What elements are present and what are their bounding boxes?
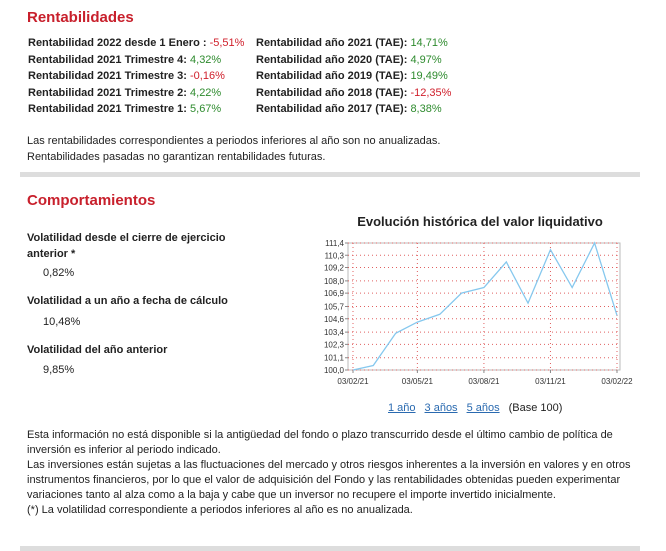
item-label: Volatilidad a un año a fecha de cálculo — [27, 295, 228, 307]
return-label: Rentabilidad 2021 Trimestre 2: — [28, 86, 187, 99]
period-link[interactable]: 3 años — [424, 402, 458, 414]
item-value: 0,82% — [43, 267, 75, 279]
return-value: 8,38% — [410, 103, 442, 115]
return-row: Rentabilidad año 2019 (TAE): 19,49% — [256, 70, 448, 82]
y-tick-label: 108,0 — [324, 277, 345, 286]
return-value: -12,35% — [410, 86, 452, 99]
divider — [20, 546, 640, 551]
return-label: Rentabilidad año 2018 (TAE): — [256, 86, 408, 99]
return-label: Rentabilidad año 2021 (TAE): — [256, 37, 408, 49]
item-label: Volatilidad del año anterior — [27, 344, 168, 356]
chart: Evolución histórica del valor liquidativ… — [324, 214, 633, 386]
return-value: 19,49% — [410, 70, 448, 82]
period-links: 1 año 3 años 5 años (Base 100) — [388, 402, 562, 414]
section-title: Rentabilidades — [27, 9, 134, 26]
chart-title: Evolución histórica del valor liquidativ… — [357, 214, 603, 229]
x-tick-label: 03/11/21 — [535, 377, 566, 386]
return-row: Rentabilidad 2021 Trimestre 3: -0,16% — [28, 70, 225, 82]
y-tick-label: 102,3 — [324, 340, 345, 349]
line — [352, 241, 618, 371]
y-tick-label: 109,2 — [324, 264, 345, 273]
return-label: Rentabilidad 2021 Trimestre 3: — [28, 70, 187, 82]
paragraph: (*) La volatilidad correspondiente a per… — [27, 504, 413, 516]
note: Las rentabilidades correspondientes a pe… — [27, 135, 441, 147]
note: Rentabilidades pasadas no garantizan ren… — [27, 151, 326, 163]
title: Rentabilidades — [27, 9, 134, 26]
x-tick-label: 03/02/21 — [337, 377, 369, 386]
item-value: 10,48% — [43, 316, 81, 328]
return-row: Rentabilidad año 2021 (TAE): 14,71% — [256, 37, 448, 49]
y-tick-label: 110,3 — [325, 251, 345, 260]
section-title: Comportamientos — [27, 192, 155, 209]
footer: Esta información no está disponible si l… — [27, 428, 639, 518]
period-link[interactable]: 5 años — [466, 402, 500, 414]
base-label: (Base 100) — [508, 402, 563, 414]
return-label: Rentabilidad año 2019 (TAE): — [256, 70, 408, 82]
return-row: Rentabilidad 2022 desde 1 Enero : -5,51% — [28, 37, 244, 49]
return-row: Rentabilidad 2021 Trimestre 2: 4,22% — [28, 87, 221, 99]
return-row: Rentabilidad año 2018 (TAE): -12,35% — [256, 87, 451, 99]
x-tick-label: 03/05/21 — [402, 377, 434, 386]
return-value: 4,97% — [410, 53, 442, 66]
return-label: Rentabilidad año 2020 (TAE): — [256, 53, 408, 66]
return-value: 5,67% — [190, 103, 222, 115]
return-row: Rentabilidad año 2017 (TAE): 8,38% — [256, 103, 442, 115]
return-value: 4,22% — [190, 86, 222, 99]
y-tick-label: 103,4 — [324, 328, 345, 337]
y-tick-label: 111,4 — [325, 239, 344, 248]
item-value: 9,85% — [43, 364, 75, 376]
y-tick-label: 104,6 — [324, 315, 345, 324]
y-tick-label: 100,0 — [324, 366, 345, 375]
y-tick-label: 101,1 — [324, 354, 345, 363]
return-value: -5,51% — [209, 37, 245, 49]
return-label: Rentabilidad 2022 desde 1 Enero : — [28, 37, 207, 49]
period-link[interactable]: 1 año — [388, 402, 416, 414]
return-row: Rentabilidad 2021 Trimestre 4: 4,32% — [28, 54, 221, 66]
title: Comportamientos — [27, 192, 156, 209]
return-label: Rentabilidad 2021 Trimestre 1: — [28, 103, 187, 115]
x-tick-label: 03/08/21 — [468, 377, 500, 386]
paragraph: Esta información no está disponible si l… — [27, 429, 613, 456]
y-tick-label: 105,7 — [324, 303, 345, 312]
divider — [20, 172, 640, 177]
x-tick-label: 03/02/22 — [601, 377, 633, 386]
return-label: Rentabilidad año 2017 (TAE): — [256, 103, 408, 115]
return-row: Rentabilidad año 2020 (TAE): 4,97% — [256, 54, 442, 66]
paragraph: Las inversiones están sujetas a las fluc… — [27, 459, 631, 501]
return-value: 14,71% — [410, 37, 448, 49]
return-value: 4,32% — [190, 53, 222, 66]
return-row: Rentabilidad 2021 Trimestre 1: 5,67% — [28, 103, 221, 115]
return-value: -0,16% — [190, 70, 225, 82]
return-label: Rentabilidad 2021 Trimestre 4: — [28, 53, 187, 66]
y-tick-label: 106,9 — [324, 289, 345, 298]
item-label: Volatilidad desde el cierre de ejercicio… — [27, 232, 226, 260]
